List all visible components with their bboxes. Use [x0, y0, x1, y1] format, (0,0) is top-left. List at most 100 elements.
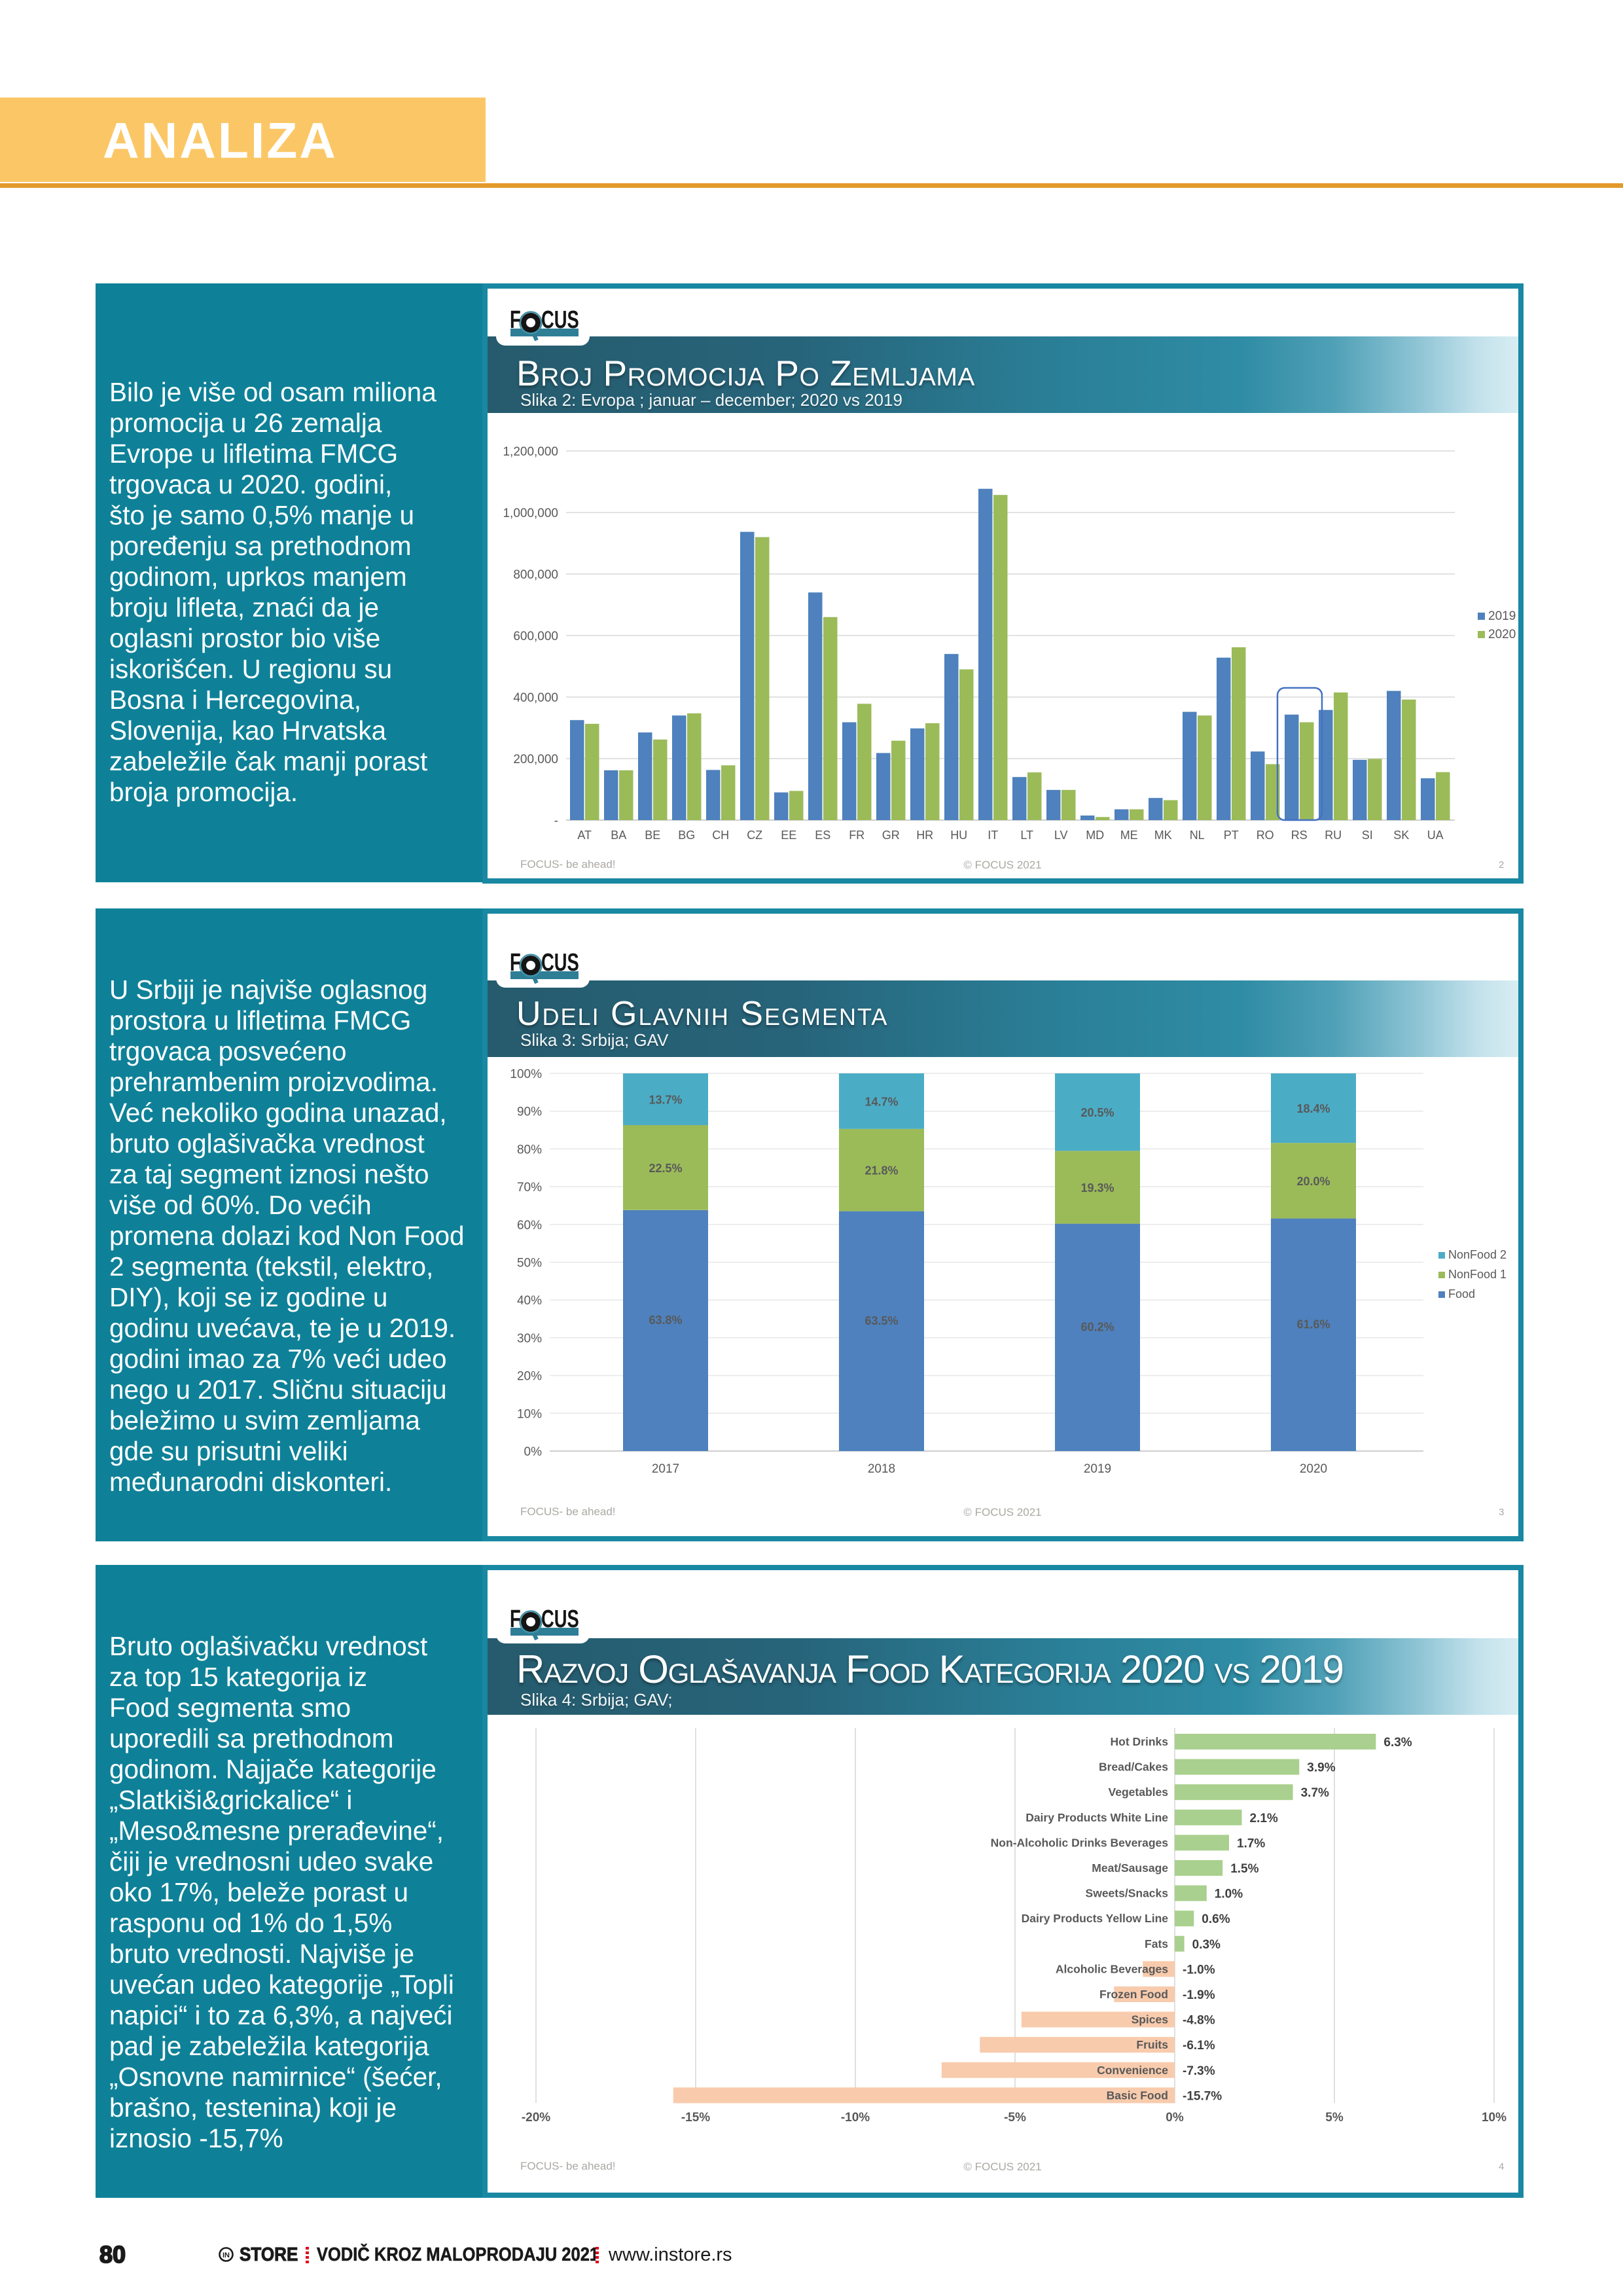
svg-text:SK: SK	[1393, 829, 1409, 842]
svg-text:Meat/Sausage: Meat/Sausage	[1092, 1861, 1168, 1874]
svg-text:-20%: -20%	[522, 2111, 550, 2125]
svg-text:-4.8%: -4.8%	[1183, 2014, 1215, 2028]
svg-text:-5%: -5%	[1004, 2111, 1026, 2125]
svg-text:Dairy Products Yellow Line: Dairy Products Yellow Line	[1022, 1912, 1169, 1925]
svg-text:70%: 70%	[517, 1181, 542, 1194]
svg-text:RS: RS	[1291, 829, 1308, 842]
svg-text:BA: BA	[611, 829, 626, 842]
svg-text:20%: 20%	[517, 1370, 542, 1384]
svg-text:UA: UA	[1427, 829, 1444, 842]
svg-text:100%: 100%	[510, 1067, 542, 1081]
svg-text:1,200,000: 1,200,000	[503, 445, 558, 459]
svg-text:Food: Food	[1448, 1287, 1475, 1300]
svg-text:Frozen Food: Frozen Food	[1099, 1988, 1168, 2001]
svg-text:14.7%: 14.7%	[865, 1095, 898, 1108]
svg-text:20.5%: 20.5%	[1080, 1106, 1114, 1119]
svg-text:3.9%: 3.9%	[1307, 1761, 1335, 1775]
svg-text:ES: ES	[815, 829, 830, 842]
svg-text:80%: 80%	[517, 1143, 542, 1157]
svg-text:ME: ME	[1120, 829, 1138, 842]
svg-text:EE: EE	[781, 829, 796, 842]
svg-text:HR: HR	[916, 829, 933, 842]
svg-text:63.8%: 63.8%	[649, 1314, 682, 1327]
svg-text:Vegetables: Vegetables	[1109, 1785, 1169, 1799]
svg-text:-: -	[554, 814, 558, 828]
svg-text:2018: 2018	[868, 1462, 895, 1476]
svg-text:SI: SI	[1362, 829, 1373, 842]
svg-text:LT: LT	[1020, 829, 1033, 842]
svg-text:0.6%: 0.6%	[1202, 1912, 1230, 1926]
svg-text:IN: IN	[223, 2251, 230, 2259]
svg-text:Alcoholic Beverages: Alcoholic Beverages	[1056, 1962, 1168, 1975]
svg-text:-6.1%: -6.1%	[1183, 2039, 1215, 2053]
svg-text:Basic Food: Basic Food	[1107, 2089, 1168, 2102]
svg-text:-1.0%: -1.0%	[1183, 1963, 1215, 1977]
svg-text:10%: 10%	[1482, 2111, 1507, 2125]
svg-text:MK: MK	[1154, 829, 1172, 842]
svg-text:1.5%: 1.5%	[1230, 1862, 1258, 1876]
svg-text:21.8%: 21.8%	[865, 1164, 898, 1177]
svg-text:0%: 0%	[524, 1445, 543, 1459]
svg-text:0%: 0%	[1166, 2111, 1184, 2125]
svg-text:Dairy Products White Line: Dairy Products White Line	[1026, 1811, 1168, 1824]
svg-text:200,000: 200,000	[513, 753, 558, 766]
svg-text:MD: MD	[1086, 829, 1104, 842]
svg-text:90%: 90%	[517, 1105, 542, 1119]
svg-text:10%: 10%	[517, 1407, 542, 1421]
svg-text:Hot Drinks: Hot Drinks	[1111, 1735, 1169, 1748]
svg-text:Bread/Cakes: Bread/Cakes	[1099, 1761, 1168, 1774]
svg-text:NonFood 1: NonFood 1	[1448, 1268, 1507, 1281]
svg-text:1.0%: 1.0%	[1215, 1888, 1243, 1901]
svg-text:60.2%: 60.2%	[1080, 1320, 1114, 1333]
svg-text:61.6%: 61.6%	[1296, 1318, 1330, 1331]
svg-text:2019: 2019	[1084, 1462, 1111, 1476]
svg-text:F: F	[510, 949, 521, 977]
svg-text:-1.9%: -1.9%	[1183, 1988, 1215, 2002]
svg-text:2020: 2020	[1300, 1462, 1327, 1476]
svg-text:40%: 40%	[517, 1294, 542, 1308]
svg-text:19.3%: 19.3%	[1080, 1181, 1114, 1194]
svg-text:FR: FR	[849, 829, 865, 842]
svg-text:50%: 50%	[517, 1257, 542, 1270]
svg-text:2017: 2017	[652, 1462, 679, 1476]
svg-text:22.5%: 22.5%	[649, 1162, 682, 1175]
svg-text:CUS: CUS	[541, 306, 579, 334]
svg-text:-15%: -15%	[681, 2111, 710, 2125]
svg-text:13.7%: 13.7%	[649, 1094, 682, 1107]
svg-text:RU: RU	[1325, 829, 1342, 842]
svg-text:Fruits: Fruits	[1136, 2038, 1168, 2051]
svg-text:-7.3%: -7.3%	[1183, 2064, 1215, 2078]
svg-text:CUS: CUS	[541, 949, 579, 977]
svg-text:HU: HU	[950, 829, 967, 842]
svg-text:GR: GR	[882, 829, 900, 842]
svg-text:400,000: 400,000	[513, 691, 558, 705]
svg-text:2019: 2019	[1488, 609, 1516, 623]
svg-text:CUS: CUS	[541, 1605, 579, 1633]
svg-text:Non-Alcoholic Drinks Beverages: Non-Alcoholic Drinks Beverages	[991, 1836, 1169, 1849]
svg-text:Fats: Fats	[1145, 1937, 1168, 1950]
svg-text:NonFood 2: NonFood 2	[1448, 1248, 1507, 1261]
svg-text:0.3%: 0.3%	[1192, 1938, 1221, 1952]
svg-text:F: F	[510, 306, 521, 334]
svg-text:2020: 2020	[1488, 628, 1516, 641]
svg-text:1.7%: 1.7%	[1237, 1837, 1265, 1850]
svg-text:-10%: -10%	[841, 2111, 870, 2125]
svg-text:NL: NL	[1190, 829, 1205, 842]
svg-text:60%: 60%	[517, 1219, 542, 1232]
svg-text:18.4%: 18.4%	[1296, 1102, 1330, 1115]
svg-text:Spices: Spices	[1132, 2013, 1169, 2026]
svg-text:CH: CH	[712, 829, 729, 842]
svg-text:600,000: 600,000	[513, 630, 558, 643]
svg-text:2.1%: 2.1%	[1250, 1812, 1278, 1825]
svg-text:30%: 30%	[517, 1332, 542, 1346]
svg-text:F: F	[510, 1605, 521, 1633]
svg-text:Sweets/Snacks: Sweets/Snacks	[1086, 1887, 1169, 1900]
svg-text:1,000,000: 1,000,000	[503, 507, 558, 520]
svg-text:RO: RO	[1257, 829, 1274, 842]
svg-text:63.5%: 63.5%	[865, 1314, 898, 1327]
svg-text:Convenience: Convenience	[1097, 2064, 1168, 2077]
svg-text:BG: BG	[678, 829, 695, 842]
svg-text:6.3%: 6.3%	[1383, 1736, 1412, 1749]
svg-text:800,000: 800,000	[513, 568, 558, 582]
svg-text:5%: 5%	[1325, 2111, 1344, 2125]
